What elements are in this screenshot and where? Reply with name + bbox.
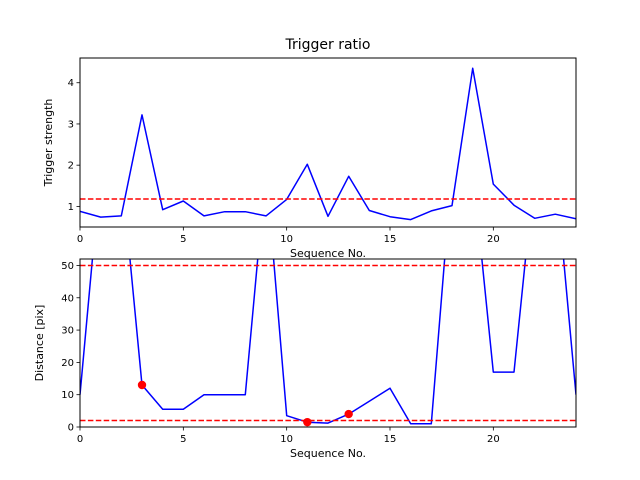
axes-frame [79, 57, 577, 228]
marker-point [344, 409, 353, 419]
y-tick-label: 1 [68, 202, 74, 213]
x-tick-label: 0 [77, 434, 83, 445]
y-tick-label: 30 [61, 326, 74, 337]
x-tick-label: 20 [487, 234, 500, 245]
x-axis-label: Sequence No. [290, 447, 366, 460]
x-tick-label: 10 [280, 234, 293, 245]
x-tick-label: 0 [77, 234, 83, 245]
x-tick-label: 15 [384, 434, 397, 445]
plot-content [80, 67, 576, 221]
y-tick-label: 0 [68, 423, 74, 434]
plot-content [80, 259, 576, 427]
y-tick-label: 40 [61, 293, 74, 304]
marker-point [137, 380, 147, 390]
x-tick-label: 15 [384, 234, 397, 245]
subplot-1: 0 5 10 15 20 1 2 3 4 Sequence No. Trigger strength… [42, 37, 577, 260]
series-line-1 [80, 67, 576, 221]
plot-background [80, 259, 576, 427]
y-tick-label: 3 [68, 119, 74, 130]
y-axis-label: Distance [pix] [33, 305, 46, 382]
y-tick-label: 20 [61, 358, 74, 369]
x-tick-label: 5 [180, 234, 186, 245]
x-tick-label: 10 [280, 434, 293, 445]
subplot-2: 0 5 10 15 20 0 10 20 30 40 50 Sequence No. Distance … [33, 258, 577, 460]
axes-frame [79, 258, 577, 428]
plot-background [80, 58, 576, 227]
y-tick-label: 4 [68, 78, 74, 89]
marker-point [303, 417, 312, 427]
chart-title: Trigger ratio [284, 37, 370, 53]
y-tick-label: 2 [68, 161, 74, 172]
x-tick-label: 5 [180, 434, 186, 445]
y-axis-label: Trigger strength [42, 99, 55, 188]
x-axis-label: Sequence No. [290, 247, 366, 260]
series-line-1 [80, 259, 576, 425]
y-tick-label: 10 [61, 390, 74, 401]
y-tick-label: 50 [61, 261, 74, 272]
x-tick-label: 20 [487, 434, 500, 445]
